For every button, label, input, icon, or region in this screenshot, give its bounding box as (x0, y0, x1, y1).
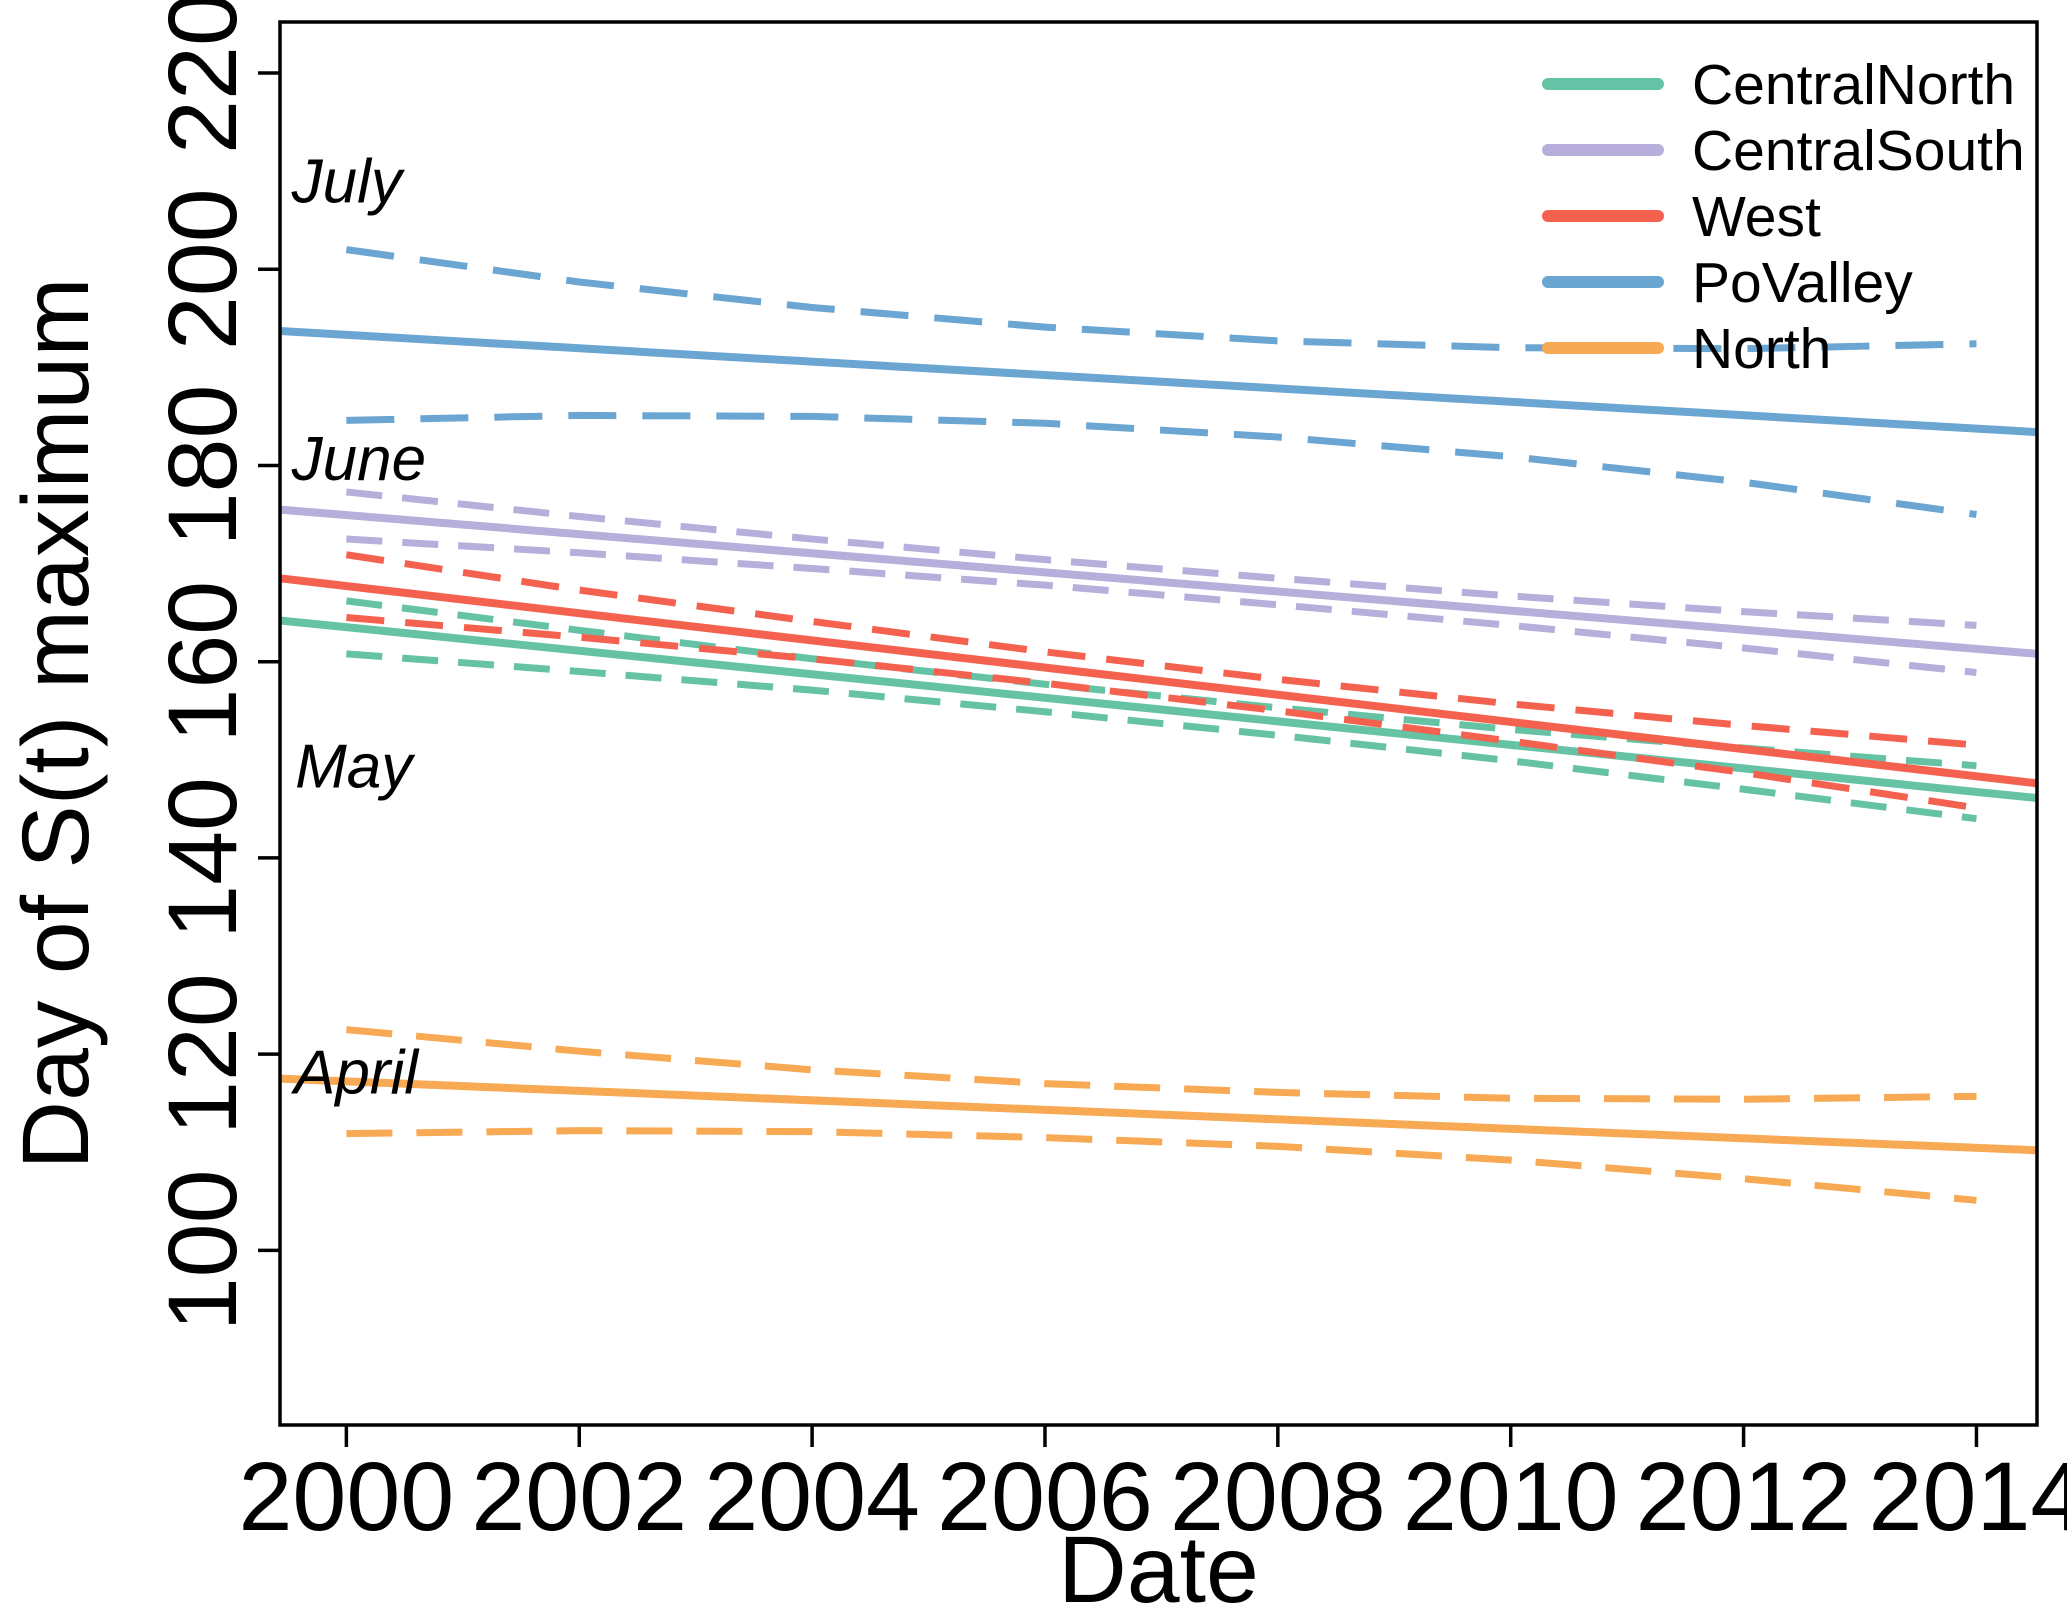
month-annotation-april: April (290, 1038, 420, 1107)
trend-line-centralsouth (279, 505, 2038, 658)
ci-lower-line-centralnorth (346, 650, 1977, 823)
month-annotation-july: July (291, 148, 406, 217)
legend-label-west: West (1692, 185, 1821, 249)
trend-line-centralnorth (279, 616, 2038, 803)
legend-label-centralsouth: CentralSouth (1692, 119, 2025, 183)
y-axis-tick-label: 160 (148, 581, 257, 743)
x-axis-tick-label: 2002 (471, 1442, 687, 1551)
ci-lower-line-west (346, 614, 1977, 812)
plot-frame (278, 20, 2039, 1427)
y-axis-tick-label: 100 (148, 1169, 257, 1331)
ci-upper-line-west (345, 551, 1977, 749)
y-axis-tick-label: 220 (148, 0, 257, 154)
y-axis-tick-label: 200 (148, 188, 257, 350)
x-axis-tick-label: 2006 (937, 1442, 1153, 1551)
y-axis-tick-label: 120 (148, 973, 257, 1135)
trend-line-west (279, 574, 2038, 788)
ci-lower-line-north (346, 1127, 1977, 1204)
legend-label-centralnorth: CentralNorth (1692, 53, 2015, 117)
x-axis-tick-label: 2000 (238, 1442, 454, 1551)
x-axis-tick-label: 2010 (1403, 1442, 1619, 1551)
x-axis-title: Date (1058, 1517, 1259, 1616)
y-axis-tick-label: 140 (148, 777, 257, 939)
ci-upper-line-north (346, 1026, 1977, 1103)
trend-line-north (279, 1074, 2038, 1155)
x-axis-tick-label: 2012 (1636, 1442, 1852, 1551)
ci-upper-line-centralsouth (346, 488, 1977, 629)
month-annotation-may: May (295, 732, 416, 801)
legend-label-north: North (1692, 317, 1831, 381)
month-annotation-june: June (291, 425, 426, 494)
y-axis-tick-label: 180 (148, 385, 257, 547)
x-axis-tick-label: 2014 (1869, 1442, 2067, 1551)
x-axis-tick-label: 2004 (704, 1442, 920, 1551)
ci-lower-line-centralsouth (346, 535, 1977, 676)
y-axis-title: Day of S(t) maximum (3, 277, 109, 1169)
x-axis-tick-label: 2008 (1170, 1442, 1386, 1551)
trend-line-povalley (279, 327, 2038, 437)
legend-label-povalley: PoValley (1692, 251, 1913, 315)
ci-upper-line-povalley (345, 246, 1977, 353)
ci-lower-line-povalley (346, 411, 1977, 518)
